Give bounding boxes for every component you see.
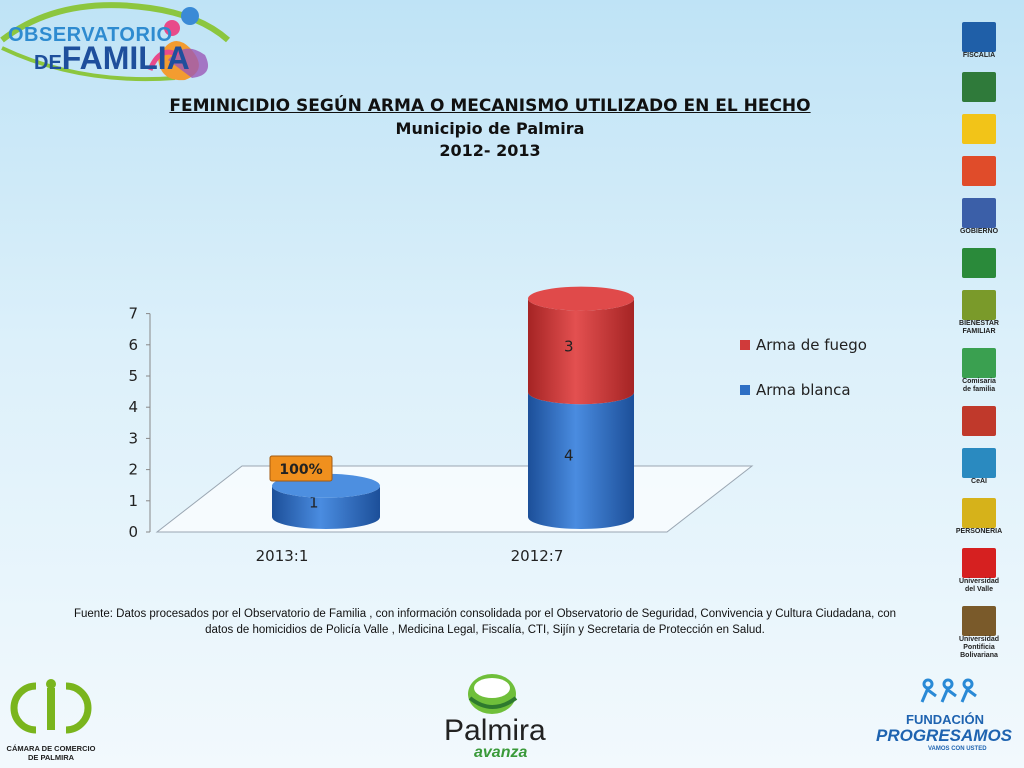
- logo-text-familia-word: FAMILIA: [61, 40, 190, 76]
- legend-item-arma-blanca: Arma blanca: [740, 379, 867, 401]
- y-tick-label: 5: [128, 367, 138, 385]
- bienestar-familiar-logo: BIENESTAR FAMILIAR: [959, 290, 999, 336]
- logo-text-familia: DEFAMILIA: [34, 40, 190, 77]
- logo-text-de: DE: [34, 52, 62, 74]
- logo-text-observatorio: OBSERVATORIO: [8, 24, 173, 46]
- legend-label: Arma de fuego: [756, 336, 867, 354]
- casas-justicia-logo-mark: [962, 406, 996, 436]
- palmira-avanza-logo: Palmira avanza: [440, 668, 550, 768]
- medicina-legal-logo: [959, 114, 999, 144]
- green-logo: [959, 248, 999, 278]
- chart-titles: FEMINICIDIO SEGÚN ARMA O MECANISMO UTILI…: [140, 96, 840, 160]
- y-axis: 0 1 2 3 4 5 6 7: [128, 305, 151, 541]
- source-note: Fuente: Datos procesados por el Observat…: [40, 606, 930, 638]
- data-label: 4: [564, 447, 574, 465]
- policia-logo: [959, 72, 999, 102]
- chart-legend: Arma de fuego Arma blanca: [740, 334, 867, 424]
- source-line-2: datos de homicidios de Policía Valle , M…: [205, 624, 765, 636]
- sg-gobierno-logo-mark: [962, 198, 996, 228]
- y-tick-label: 1: [128, 492, 138, 510]
- x-tick-label: 2012:7: [511, 547, 564, 565]
- y-tick-label: 3: [128, 429, 138, 447]
- green-logo-mark: [962, 248, 996, 278]
- bienestar-familiar-logo-caption: BIENESTAR FAMILIAR: [959, 320, 999, 335]
- legend-swatch-red: [740, 340, 750, 350]
- bar-segment-arma-blanca-0: [272, 485, 380, 529]
- fiscalia-logo-caption: FISCALIA: [962, 52, 996, 59]
- chart-subtitle: Municipio de Palmira: [395, 119, 585, 138]
- personeria-logo-mark: [962, 498, 996, 528]
- bienestar-familiar-logo-mark: [962, 290, 996, 320]
- sg-gobierno-logo: GOBIERNO: [959, 198, 999, 236]
- casas-justicia-logo: [959, 406, 999, 436]
- comisaria-familia-logo-mark: [962, 348, 996, 378]
- y-tick-label: 4: [128, 398, 138, 416]
- data-label: 1: [309, 493, 319, 511]
- x-tick-label: 2013:1: [256, 547, 309, 565]
- chart-floor: [155, 465, 754, 533]
- comisaria-familia-logo-caption: Comisaria de familia: [962, 378, 996, 393]
- camara-comercio-logo: CÁMARA DE COMERCIO DE PALMIRA: [6, 676, 96, 766]
- legend-item-arma-de-fuego: Arma de fuego: [740, 334, 867, 356]
- bar-segment-arma-de-fuego-1: [528, 298, 634, 405]
- vamos-con-usted-word: VAMOS CON USTED: [928, 746, 987, 752]
- y-tick-label: 2: [128, 461, 138, 479]
- chart-title: FEMINICIDIO SEGÚN ARMA O MECANISMO UTILI…: [169, 96, 811, 116]
- floor-plane: [155, 465, 754, 533]
- universidad-valle-logo-mark: [962, 548, 996, 578]
- universidad-bolivariana-logo-caption: Universidad Pontificia Bolivariana: [958, 636, 1000, 659]
- universidad-valle-logo-caption: Universidad del Valle: [958, 578, 1000, 593]
- fiscalia-logo: FISCALIA: [959, 22, 999, 60]
- red-logo-mark: [962, 156, 996, 186]
- policia-logo-mark: [962, 72, 996, 102]
- percent-callout-box: [269, 455, 333, 482]
- ceai-logo-mark: [962, 448, 996, 478]
- y-tick-label: 0: [128, 523, 138, 541]
- sg-gobierno-logo-caption: GOBIERNO: [959, 228, 999, 235]
- ceai-logo: CeAI: [959, 448, 999, 486]
- y-tick-label: 7: [128, 305, 138, 323]
- percent-callout: 100%: [269, 455, 333, 482]
- personeria-logo: PERSONERIA: [955, 498, 1003, 536]
- data-label: 3: [564, 337, 574, 355]
- comisaria-familia-logo: Comisaria de familia: [959, 348, 999, 394]
- red-logo: [959, 156, 999, 186]
- legend-label: Arma blanca: [756, 381, 851, 399]
- progresamos-word: PROGRESAMOS: [876, 726, 1013, 745]
- x-axis-labels: 2013:1 2012:7: [256, 547, 564, 565]
- partner-logos-sidebar: FISCALIA GOBIERNO BIENESTAR FAMILIAR Comisa…: [948, 22, 1010, 672]
- bar-top-cap: [528, 286, 634, 311]
- source-line-1: Fuente: Datos procesados por el Observat…: [73, 608, 897, 620]
- percent-callout-text: 100%: [279, 462, 322, 478]
- avanza-word: avanza: [474, 744, 528, 761]
- personeria-logo-caption: PERSONERIA: [955, 528, 1003, 535]
- camara-comercio-caption: CÁMARA DE COMERCIO DE PALMIRA: [6, 744, 96, 762]
- y-tick-label: 6: [128, 336, 138, 354]
- bars-group: 1 4 3 100%: [269, 286, 634, 529]
- observatorio-familia-logo: OBSERVATORIO DEFAMILIA: [0, 0, 230, 90]
- bar-segment-arma-blanca-1: [528, 392, 634, 529]
- universidad-bolivariana-logo-mark: [962, 606, 996, 636]
- universidad-valle-logo: Universidad del Valle: [959, 548, 999, 594]
- universidad-bolivariana-logo: Universidad Pontificia Bolivariana: [959, 606, 999, 660]
- chart-period: 2012- 2013: [439, 141, 541, 160]
- fiscalia-logo-mark: [962, 22, 996, 52]
- medicina-legal-logo-mark: [962, 114, 996, 144]
- ceai-logo-caption: CeAI: [971, 478, 987, 485]
- fundacion-word: FUNDACIÓN: [906, 712, 984, 727]
- legend-swatch-blue: [740, 385, 750, 395]
- palmira-word: Palmira: [444, 714, 546, 747]
- fundacion-progresamos-logo: FUNDACIÓN PROGRESAMOS VAMOS CON USTED: [876, 676, 1013, 756]
